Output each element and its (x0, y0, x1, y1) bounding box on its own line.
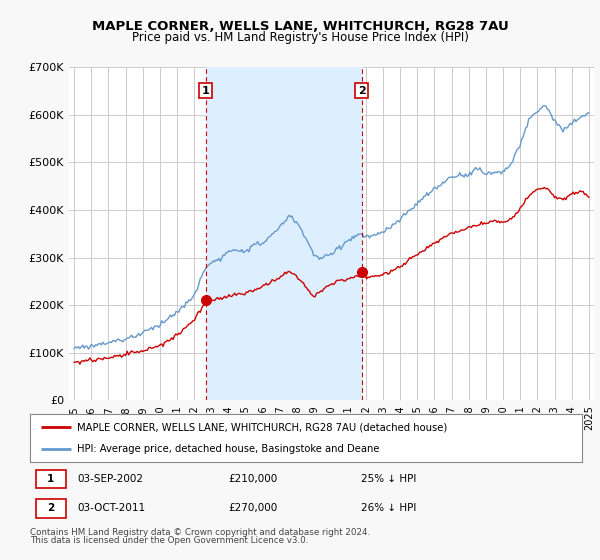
FancyBboxPatch shape (35, 499, 66, 517)
Text: MAPLE CORNER, WELLS LANE, WHITCHURCH, RG28 7AU: MAPLE CORNER, WELLS LANE, WHITCHURCH, RG… (92, 20, 508, 32)
Text: Price paid vs. HM Land Registry's House Price Index (HPI): Price paid vs. HM Land Registry's House … (131, 31, 469, 44)
Text: 03-OCT-2011: 03-OCT-2011 (77, 503, 145, 514)
Text: 2: 2 (47, 503, 54, 514)
Text: MAPLE CORNER, WELLS LANE, WHITCHURCH, RG28 7AU (detached house): MAPLE CORNER, WELLS LANE, WHITCHURCH, RG… (77, 422, 447, 432)
Text: 2: 2 (358, 86, 365, 96)
Text: 03-SEP-2002: 03-SEP-2002 (77, 474, 143, 484)
Text: This data is licensed under the Open Government Licence v3.0.: This data is licensed under the Open Gov… (30, 536, 308, 545)
Text: £210,000: £210,000 (229, 474, 278, 484)
Text: 26% ↓ HPI: 26% ↓ HPI (361, 503, 416, 514)
FancyBboxPatch shape (35, 469, 66, 488)
Text: 1: 1 (202, 86, 209, 96)
Text: HPI: Average price, detached house, Basingstoke and Deane: HPI: Average price, detached house, Basi… (77, 444, 379, 454)
Bar (206, 67, 362, 400)
Text: Contains HM Land Registry data © Crown copyright and database right 2024.: Contains HM Land Registry data © Crown c… (30, 528, 370, 536)
Text: 1: 1 (47, 474, 54, 484)
Text: 25% ↓ HPI: 25% ↓ HPI (361, 474, 416, 484)
Text: £270,000: £270,000 (229, 503, 278, 514)
